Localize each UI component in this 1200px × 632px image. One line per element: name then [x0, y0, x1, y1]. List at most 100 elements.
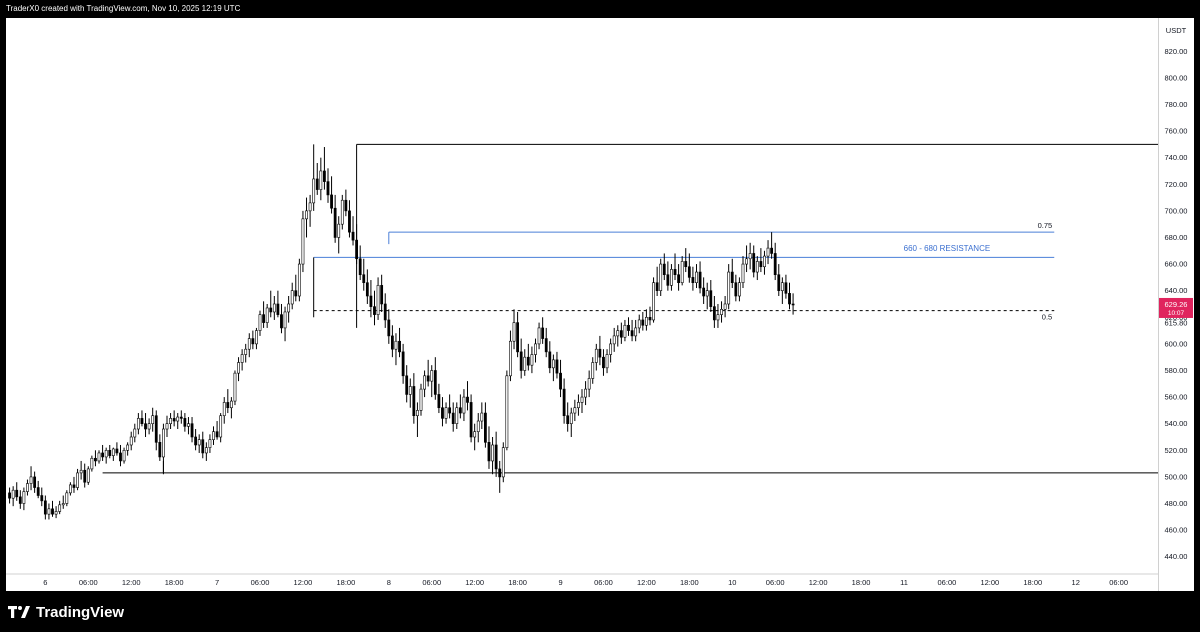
- candle-body: [469, 402, 473, 438]
- candle: [187, 417, 190, 435]
- candle-body: [759, 261, 763, 268]
- candle: [36, 480, 40, 499]
- candle: [505, 370, 509, 451]
- candle-body: [8, 492, 11, 499]
- candle-body: [569, 412, 573, 424]
- y-tick-label: 760.00: [1165, 127, 1188, 136]
- candle-body: [265, 307, 269, 323]
- chart-area[interactable]: [6, 18, 1158, 591]
- candle: [587, 370, 591, 398]
- candle: [179, 410, 183, 424]
- annotations: 0.75 0.5 660 - 680 RESISTANCE: [904, 221, 1053, 321]
- candle: [537, 322, 541, 350]
- candle: [748, 242, 752, 270]
- candle-body: [530, 354, 534, 366]
- candle-body: [526, 356, 530, 366]
- candle-body: [162, 428, 165, 458]
- candle-body: [584, 388, 587, 398]
- candle-body: [401, 351, 405, 377]
- x-tick-label: 6: [43, 578, 47, 587]
- candle: [509, 330, 512, 382]
- candle-body: [176, 416, 180, 422]
- candle-body: [416, 410, 419, 417]
- candle: [247, 333, 251, 358]
- candle: [720, 301, 723, 323]
- candle: [591, 357, 595, 384]
- candle-body: [555, 359, 559, 374]
- candle: [534, 338, 537, 363]
- candle: [763, 250, 766, 275]
- candle-body: [630, 330, 634, 337]
- candle-body: [83, 469, 87, 483]
- candle-body: [577, 402, 580, 409]
- candle: [22, 487, 26, 511]
- footer-bar: TradingView: [0, 596, 1200, 632]
- candle-body: [587, 378, 591, 390]
- candle-body: [122, 449, 126, 462]
- candle-body: [398, 340, 401, 353]
- candle-body: [562, 388, 566, 417]
- candle: [444, 402, 448, 424]
- candle: [619, 322, 623, 344]
- candle-body: [591, 362, 595, 379]
- candle-body: [616, 330, 620, 337]
- candle-body: [86, 468, 90, 483]
- candle-body: [551, 359, 555, 369]
- candle: [548, 341, 552, 374]
- y-tick-label: 660.00: [1165, 260, 1188, 269]
- candle: [380, 274, 384, 312]
- candle: [51, 500, 54, 517]
- candle-body: [755, 261, 759, 273]
- candle: [251, 330, 255, 350]
- candle: [394, 333, 398, 366]
- x-tick-label: 8: [387, 578, 391, 587]
- candle: [358, 245, 362, 281]
- candle-body: [355, 239, 359, 260]
- y-tick-label: 740.00: [1165, 153, 1188, 162]
- candle: [523, 349, 527, 376]
- candle-body: [115, 448, 119, 454]
- candle: [705, 282, 709, 310]
- candle: [308, 194, 312, 227]
- candle: [129, 431, 133, 451]
- candle-body: [76, 472, 79, 488]
- candle: [18, 490, 22, 509]
- candle: [401, 343, 405, 384]
- candle-body: [204, 447, 208, 454]
- candles: [8, 144, 795, 520]
- candle: [677, 264, 680, 291]
- candle-body: [423, 375, 426, 390]
- candle: [759, 248, 763, 273]
- x-tick-label: 06:00: [251, 578, 270, 587]
- brand[interactable]: TradingView: [8, 602, 124, 622]
- candle: [655, 266, 659, 296]
- candle: [491, 436, 494, 475]
- candle: [441, 397, 444, 427]
- y-tick-label: 800.00: [1165, 73, 1188, 82]
- candle: [680, 256, 684, 286]
- candle: [58, 500, 62, 515]
- candle-body: [108, 449, 112, 456]
- candle-body: [22, 491, 26, 504]
- candle: [258, 310, 262, 336]
- candle: [498, 460, 502, 493]
- candle-body: [712, 306, 716, 321]
- candle-body: [723, 303, 727, 310]
- candle-body: [212, 431, 215, 440]
- candle-body: [766, 247, 770, 257]
- candle: [637, 314, 641, 334]
- candle: [623, 319, 627, 342]
- candle-body: [770, 247, 774, 254]
- candle: [144, 413, 147, 437]
- candle: [727, 264, 731, 310]
- candle: [458, 394, 462, 419]
- candle-body: [476, 420, 480, 432]
- candle: [476, 413, 480, 443]
- x-tick-label: 06:00: [594, 578, 613, 587]
- candle: [451, 402, 455, 432]
- candle: [544, 327, 548, 358]
- candle-body: [247, 338, 251, 350]
- x-tick-label: 9: [558, 578, 562, 587]
- candle-body: [276, 303, 280, 315]
